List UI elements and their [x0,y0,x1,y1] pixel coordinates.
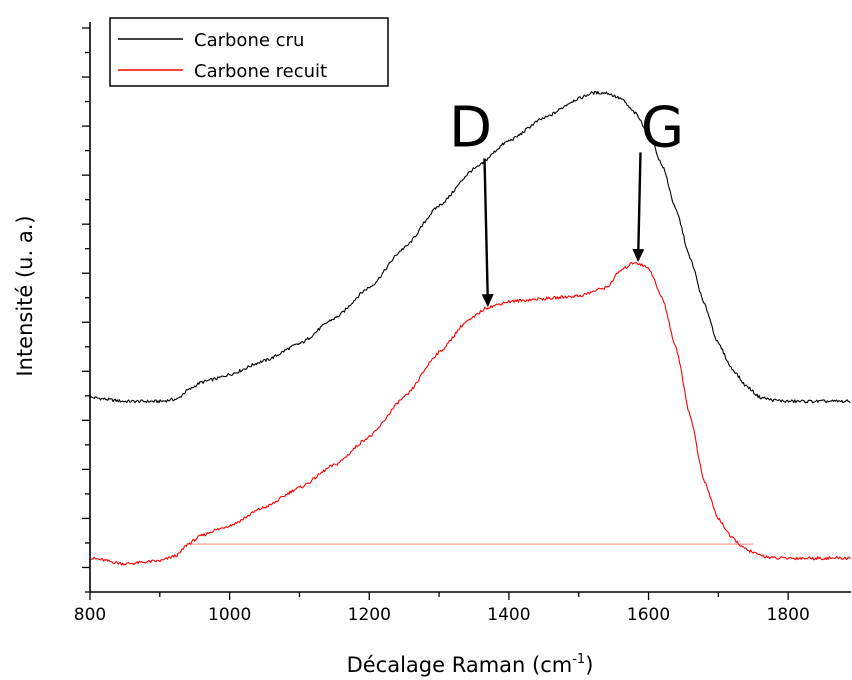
legend-label-carbone-cru: Carbone cru [194,30,304,51]
axes-layer: 800 1000 1200 1400 1600 1800 [74,22,851,625]
annotation-arrow-head [632,248,645,263]
series-layer [89,90,851,566]
annotation-label-g: G [641,95,684,160]
legend-box [109,17,389,87]
y-axis-title: Intensité (u. a.) [13,215,37,376]
x-tick-label: 1000 [208,605,251,625]
series-line-carbone-cru [89,90,851,404]
annotation-label-d: D [449,95,492,160]
x-axis-title-suffix: ) [585,653,593,677]
x-axis-title-main: Décalage Raman (cm [347,653,573,677]
x-tick-label: 800 [74,605,106,625]
x-tick-label: 1800 [767,605,810,625]
series-line-carbone-recuit [89,262,851,566]
legend-label-carbone-recuit: Carbone recuit [194,61,327,82]
annotation-arrow-shaft [636,152,642,261]
annotations-layer: D G [449,95,684,308]
x-tick-label: 1400 [487,605,530,625]
annotation-arrow-head [481,294,494,308]
legend: Carbone cru Carbone recuit [109,17,389,87]
x-tick-label: 1600 [627,605,670,625]
x-axis-title-superscript: -1 [572,652,585,667]
x-axis-title: Décalage Raman (cm-1) [347,652,594,677]
x-tick-label: 1200 [348,605,391,625]
annotation-arrow-shaft [483,158,490,306]
